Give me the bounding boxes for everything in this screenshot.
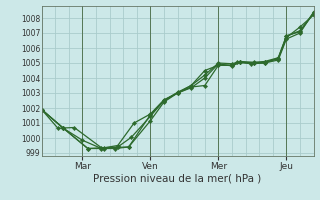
X-axis label: Pression niveau de la mer( hPa ): Pression niveau de la mer( hPa ): [93, 173, 262, 183]
